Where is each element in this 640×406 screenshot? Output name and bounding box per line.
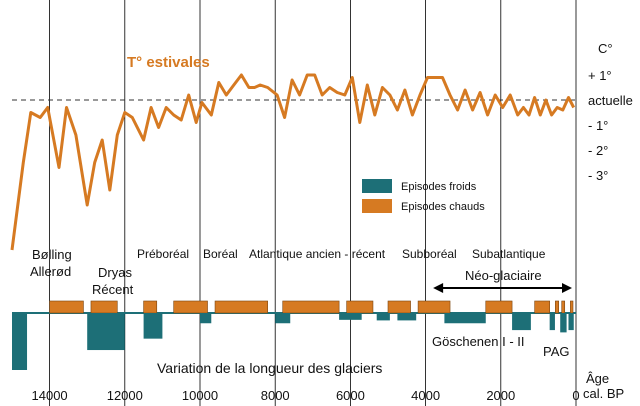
chart-title: T° estivales — [127, 54, 210, 71]
annotation-goschenen: Göschenen I - II — [432, 334, 525, 349]
warm-episode-5 — [282, 300, 340, 314]
x-tick-label-12000: 12000 — [107, 388, 143, 403]
warm-episode-11 — [555, 300, 560, 314]
warm-episode-9 — [485, 300, 513, 314]
x-axis-label-line2: cal. BP — [583, 386, 624, 401]
annotation-pag: PAG — [543, 344, 570, 359]
legend-swatch-warm — [362, 199, 392, 213]
warm-episode-7 — [387, 300, 411, 314]
cold-episode-0 — [12, 313, 28, 370]
period-label-preboreal: Préboréal — [137, 247, 189, 261]
unit-label: C° — [598, 41, 613, 56]
warm-episode-2 — [143, 300, 158, 314]
warm-episode-4 — [214, 300, 268, 314]
cold-episode-6 — [376, 313, 390, 321]
neoglaciaire-arrow-head-left — [433, 283, 444, 293]
cold-episode-8 — [444, 313, 486, 324]
period-label-bolling: Bølling — [32, 247, 72, 262]
x-tick-label-14000: 14000 — [32, 388, 68, 403]
period-labels: Bølling Allerød Dryas Récent Préboréal B… — [30, 247, 546, 297]
neoglaciaire-label: Néo-glaciaire — [465, 268, 542, 283]
warm-episode-13 — [570, 300, 574, 314]
period-label-dryas: Dryas — [98, 265, 132, 280]
cold-episode-2 — [143, 313, 163, 339]
legend-label-warm: Episodes chauds — [401, 201, 485, 213]
y-tick-label-1: actuelle — [588, 93, 633, 108]
cold-episode-11 — [560, 313, 567, 333]
neoglaciaire-arrow-head-right — [562, 283, 572, 293]
warm-episode-3 — [173, 300, 208, 314]
y-tick-label-3: - 2° — [588, 143, 608, 158]
x-tick-label-2000: 2000 — [486, 388, 515, 403]
cold-episode-4 — [275, 313, 291, 324]
x-tick-label-8000: 8000 — [261, 388, 290, 403]
warm-episode-0 — [49, 300, 84, 314]
period-label-boreal: Boréal — [203, 247, 238, 261]
y-tick-label-4: - 3° — [588, 168, 608, 183]
warm-episode-8 — [417, 300, 451, 314]
legend-label-cold: Episodes froids — [401, 181, 477, 193]
temperature-series-line — [10, 73, 576, 251]
warm-episode-10 — [534, 300, 550, 314]
cold-episode-12 — [568, 313, 574, 331]
period-label-allerod: Allerød — [30, 264, 71, 279]
cold-episode-5 — [339, 313, 362, 320]
vertical-gridlines — [49, 0, 577, 406]
warm-episode-1 — [90, 300, 118, 314]
x-tick-label-0: 0 — [572, 388, 579, 403]
cold-episode-9 — [512, 313, 531, 331]
legend: Episodes froids Episodes chauds — [362, 179, 485, 213]
right-axis-tick-labels: + 1° actuelle - 1° - 2° - 3° — [588, 68, 633, 183]
y-tick-label-0: + 1° — [588, 68, 612, 83]
cold-episode-10 — [549, 313, 555, 331]
x-tick-label-6000: 6000 — [336, 388, 365, 403]
period-label-recent: Récent — [92, 282, 134, 297]
period-label-subatlantique: Subatlantique — [472, 247, 546, 261]
warm-episodes — [49, 300, 574, 314]
cold-episode-3 — [200, 313, 212, 324]
legend-swatch-cold — [362, 179, 392, 193]
warm-episode-6 — [346, 300, 374, 314]
x-axis-label-line1: Âge — [586, 371, 609, 386]
x-tick-label-4000: 4000 — [411, 388, 440, 403]
y-tick-label-2: - 1° — [588, 118, 608, 133]
cold-episode-7 — [397, 313, 417, 321]
cold-episodes — [12, 313, 574, 370]
warm-episode-12 — [561, 300, 566, 314]
x-tick-label-10000: 10000 — [182, 388, 218, 403]
period-label-atlantique: Atlantique ancien - récent — [249, 247, 386, 261]
period-label-subboreal: Subboréal — [402, 247, 457, 261]
glacier-series-title: Variation de la longueur des glaciers — [157, 360, 382, 376]
x-axis-tick-labels: 14000 12000 10000 8000 6000 4000 2000 0 — [32, 388, 580, 403]
cold-episode-1 — [87, 313, 125, 351]
